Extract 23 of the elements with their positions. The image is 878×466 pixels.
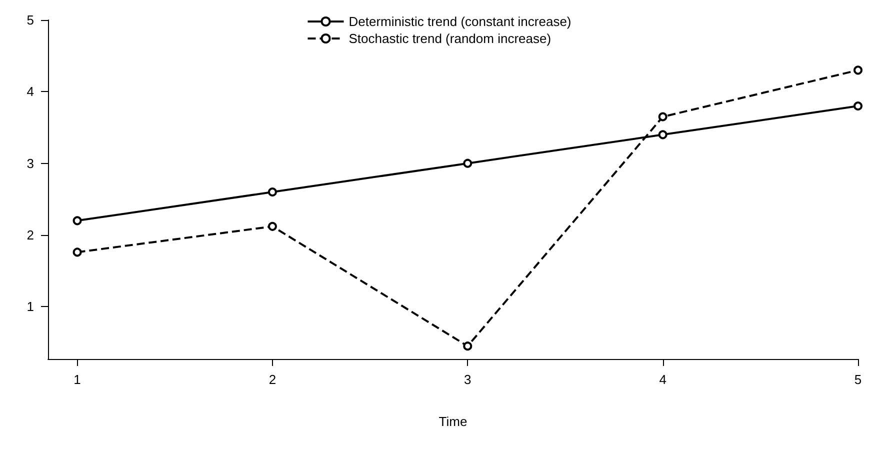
legend-label: Stochastic trend (random increase) xyxy=(348,31,552,46)
point xyxy=(854,102,862,110)
x-tick-label: 3 xyxy=(464,372,472,387)
y-tick-label: 5 xyxy=(26,12,34,28)
y-tick-label: 2 xyxy=(26,228,34,243)
x-tick-label: 4 xyxy=(659,372,666,387)
point xyxy=(268,188,277,197)
x-tick-label: 2 xyxy=(268,372,276,387)
point xyxy=(463,342,472,351)
point xyxy=(72,216,82,226)
x-tick-label: 5 xyxy=(854,372,862,387)
y-tick-label: 3 xyxy=(26,156,34,171)
point xyxy=(268,222,277,231)
point xyxy=(658,112,668,122)
legend-label: Deterministic trend (constant increase) xyxy=(348,14,572,29)
point xyxy=(658,130,668,140)
x-tick-label: 1 xyxy=(74,372,81,387)
point xyxy=(463,158,472,168)
y-tick-label: 4 xyxy=(26,84,34,100)
point xyxy=(854,66,862,75)
y-tick-label: 1 xyxy=(26,299,34,314)
x-axis-title: Time xyxy=(438,414,468,429)
point xyxy=(72,248,82,257)
